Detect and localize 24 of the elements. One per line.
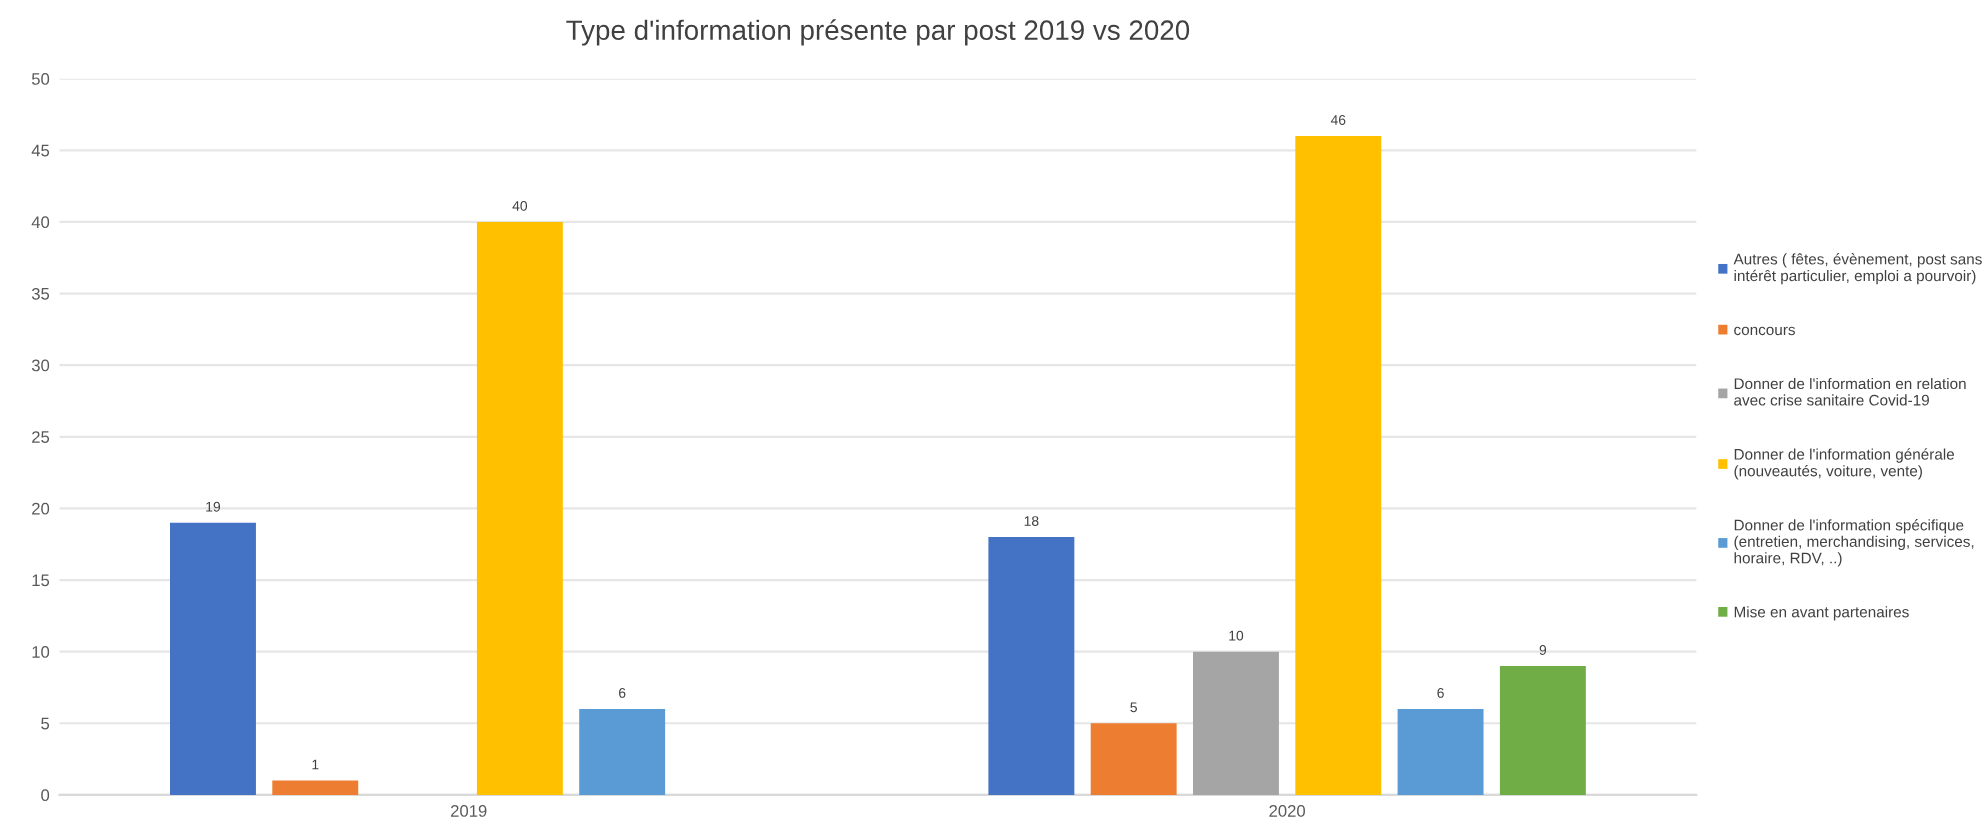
y-tick-label: 25: [32, 431, 50, 443]
y-tick-label: 10: [32, 646, 50, 658]
bar: [1295, 135, 1382, 795]
bar: [988, 537, 1075, 795]
y-tick-label: 20: [32, 502, 50, 515]
bar: [170, 522, 256, 795]
y-tick-label: 0: [41, 789, 50, 802]
y-tick-label: 40: [31, 216, 50, 229]
bar: [1090, 723, 1177, 795]
bar: [1397, 708, 1484, 795]
bar: [476, 221, 563, 795]
y-tick-label: 30: [31, 359, 50, 372]
y-tick-label: 15: [32, 574, 50, 587]
y-tick-label: 5: [41, 717, 50, 730]
bar: [1193, 651, 1279, 795]
x-tick-label: 2020: [1269, 805, 1306, 817]
y-tick-label: 45: [31, 144, 50, 157]
y-tick-label: 50: [31, 73, 50, 85]
x-tick-label: 2019: [451, 805, 487, 817]
bar: [579, 708, 666, 795]
bar: [1499, 665, 1586, 795]
chart-title: Type d'information présente par post 2019 vs 2020: [566, 19, 1190, 46]
bar: [272, 780, 359, 795]
y-tick-label: 35: [31, 287, 50, 300]
